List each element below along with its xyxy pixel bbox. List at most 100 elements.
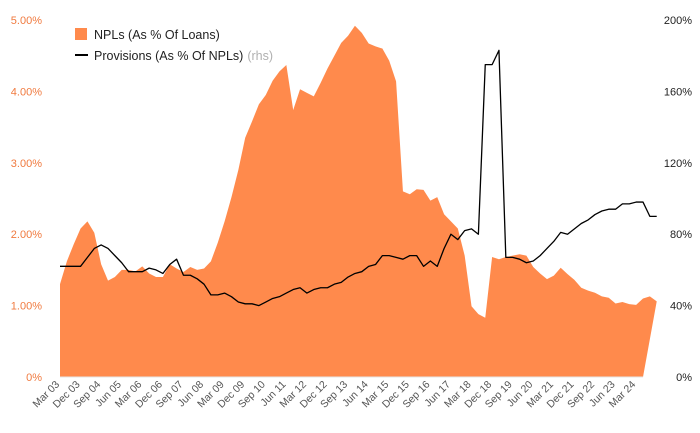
npl-point [79, 227, 82, 230]
provisions-point [141, 270, 144, 273]
provisions-point [484, 63, 487, 66]
provisions-point [244, 302, 247, 305]
npl-point [491, 256, 494, 259]
npl-point [463, 254, 466, 257]
provisions-point [525, 261, 528, 264]
npl-point [621, 301, 624, 304]
provisions-point [456, 238, 459, 241]
provisions-point [477, 233, 480, 236]
npl-point [545, 278, 548, 281]
provisions-point [566, 233, 569, 236]
npl-point [161, 276, 164, 279]
provisions-point [449, 233, 452, 236]
npl-point [230, 196, 233, 199]
right-axis-tick-label: 40% [670, 301, 692, 313]
npl-point [532, 266, 535, 269]
provisions-point [545, 247, 548, 250]
provisions-point [72, 265, 75, 268]
npl-point [648, 295, 651, 298]
legend-label-provisions: Provisions (As % Of NPLs) (rhs) [94, 49, 273, 63]
provisions-point [223, 292, 226, 295]
npl-point [237, 168, 240, 171]
provisions-point [196, 277, 199, 280]
npl-point [278, 70, 281, 73]
left-axis-tick-label: 0% [26, 372, 42, 384]
provisions-point [278, 295, 281, 298]
provisions-point [93, 247, 96, 250]
provisions-point [539, 254, 542, 257]
npl-point [525, 254, 528, 257]
left-axis-tick-label: 5.00% [11, 15, 42, 27]
npl-point [353, 24, 356, 27]
npl-point [436, 196, 439, 199]
npl-point [374, 45, 377, 48]
npl-point [203, 267, 206, 270]
provisions-line [60, 49, 657, 307]
provisions-point [292, 288, 295, 291]
npl-point [120, 268, 123, 271]
npl-point [340, 41, 343, 44]
provisions-point [381, 254, 384, 257]
npl-point [312, 95, 315, 98]
npl-point [196, 268, 199, 271]
npl-point [113, 276, 116, 279]
npl-point [360, 31, 363, 34]
provisions-point [148, 267, 151, 270]
left-axis: 0% 1.00% 2.00% 3.00% 4.00% 5.00% [11, 15, 42, 384]
provisions-point [374, 263, 377, 266]
provisions-point [79, 265, 82, 268]
provisions-point [340, 281, 343, 284]
provisions-point [504, 256, 507, 259]
provisions-point [209, 293, 212, 296]
provisions-point [580, 222, 583, 225]
npl-point [65, 260, 68, 263]
provisions-point [422, 265, 425, 268]
legend-label-provisions-suffix: (rhs) [247, 49, 273, 63]
provisions-point [518, 258, 521, 261]
npl-point [100, 263, 103, 266]
provisions-point [415, 254, 418, 257]
provisions-point [347, 276, 350, 279]
npl-point [559, 266, 562, 269]
provisions-point [86, 256, 89, 259]
right-axis: 0% 40% 80% 120% 160% 200% [664, 15, 692, 384]
right-axis-tick-label: 120% [664, 158, 692, 170]
npl-point [593, 291, 596, 294]
npl-point [408, 193, 411, 196]
npl-point [333, 54, 336, 57]
right-axis-tick-label: 160% [664, 86, 692, 98]
npl-point [182, 271, 185, 274]
provisions-point [648, 215, 651, 218]
provisions-point [511, 256, 514, 259]
provisions-point [573, 227, 576, 230]
provisions-point [443, 247, 446, 250]
provisions-point [614, 208, 617, 211]
provisions-point [353, 272, 356, 275]
provisions-point [168, 263, 171, 266]
npl-point [477, 313, 480, 316]
provisions-point [65, 265, 68, 268]
provisions-point [271, 297, 274, 300]
provisions-point [600, 210, 603, 213]
npl-point [72, 243, 75, 246]
npl-point [292, 108, 295, 111]
npl-point [244, 136, 247, 139]
legend-swatch-npl [75, 28, 87, 40]
provisions-point [326, 286, 329, 289]
npl-point [635, 303, 638, 306]
provisions-point [175, 258, 178, 261]
npl-point [319, 81, 322, 84]
npl-point [614, 302, 617, 305]
provisions-point [319, 286, 322, 289]
provisions-point [388, 254, 391, 257]
provisions-point [552, 240, 555, 243]
npl-point [155, 276, 158, 279]
npl-point [271, 79, 274, 82]
npl-point [429, 199, 432, 202]
provisions-point [127, 270, 130, 273]
provisions-point [120, 261, 123, 264]
provisions-point [593, 213, 596, 216]
provisions-point [237, 301, 240, 304]
provisions-point [470, 227, 473, 230]
